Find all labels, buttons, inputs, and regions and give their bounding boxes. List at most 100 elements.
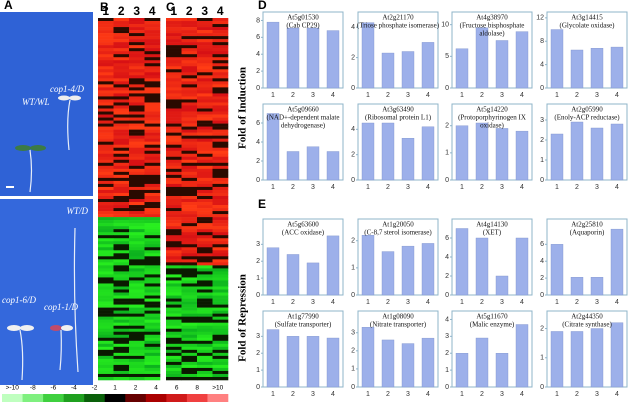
panel-letter: B [100, 0, 109, 14]
heatmap-cell [129, 307, 145, 311]
heatmap-cell [212, 195, 229, 200]
heatmap-cell [166, 376, 182, 381]
heatmap-cell [113, 304, 130, 308]
heatmap-cell [129, 325, 145, 330]
scale-swatch [145, 394, 167, 402]
chart-subtitle: (XET) [483, 229, 502, 237]
heatmap-cell [98, 171, 114, 176]
y-tick-label: 2 [540, 275, 544, 282]
heatmap-cell [166, 102, 182, 106]
scale-swatch [207, 394, 229, 402]
heatmap-cell [144, 325, 161, 330]
heatmap-cell [113, 367, 130, 372]
heatmap-cell [166, 253, 182, 257]
chart-title: At3g63490 [382, 106, 414, 114]
heatmap-cell [113, 247, 130, 251]
heatmap-cell [197, 54, 213, 58]
heatmap-cell [113, 105, 130, 109]
heatmap-cell [181, 229, 198, 233]
scale-label: -8 [30, 385, 36, 392]
heatmap-cell [98, 277, 114, 281]
heatmap-cell [166, 69, 182, 73]
heatmap-cell [144, 18, 161, 22]
heatmap-cell [144, 229, 161, 233]
heatmap-cell [98, 292, 114, 296]
heatmap-cell [98, 195, 114, 200]
bar [495, 353, 509, 388]
heatmap-cell [181, 364, 198, 369]
bar [286, 254, 300, 296]
heatmap-cell [98, 331, 114, 336]
heatmap-cell [181, 214, 198, 218]
y-tick-label: 4 [256, 51, 260, 58]
heatmap-cell [144, 349, 161, 354]
heatmap-cell [212, 186, 229, 191]
heatmap-cell [197, 274, 213, 278]
heatmap-cell [166, 183, 182, 188]
panel-letter: C [166, 0, 175, 14]
heatmap-cell [113, 328, 130, 333]
bar [401, 245, 415, 296]
heatmap-cell [144, 253, 161, 257]
heatmap-cell [212, 268, 229, 272]
heatmap-cell [166, 292, 182, 296]
x-tick-label: 1 [271, 92, 275, 99]
heatmap-cell [113, 27, 130, 31]
heatmap-cell [98, 18, 114, 22]
bar [495, 128, 509, 181]
heatmap-cell [181, 48, 198, 52]
heatmap-cell [113, 156, 130, 161]
heatmap-cell [212, 42, 229, 46]
heatmap-cell [181, 328, 198, 333]
heatmap-cell [166, 349, 182, 354]
heatmap-cell [166, 33, 182, 37]
heatmap-cell [166, 24, 182, 28]
heatmap-cell [212, 36, 229, 40]
heatmap-cell [144, 208, 161, 212]
heatmap-cell [98, 220, 114, 224]
x-tick-label: 2 [575, 299, 579, 306]
x-tick-label: 2 [480, 92, 484, 99]
scale-swatch [63, 394, 85, 402]
heatmap-cell [212, 319, 229, 323]
heatmap-cell [113, 183, 130, 188]
heatmap-cell [181, 325, 198, 330]
heatmap-cell [144, 340, 161, 345]
heatmap-cell [98, 283, 114, 287]
heatmap-cell [129, 220, 145, 224]
heatmap-cell [144, 75, 161, 79]
heatmap-cell [197, 220, 213, 224]
bar [266, 247, 280, 296]
bar [590, 127, 604, 181]
heatmap-cell [197, 192, 213, 197]
x-tick-label: 2 [291, 184, 295, 191]
heatmap-cell [166, 352, 182, 357]
heatmap-cell [129, 120, 145, 124]
heatmap-cell [129, 165, 145, 170]
heatmap-cell [181, 126, 198, 130]
heatmap-cell [197, 156, 213, 161]
heatmap-cell [166, 36, 182, 40]
heatmap-cell [197, 42, 213, 46]
scale-label: 6 [175, 385, 179, 392]
heatmap-cell [144, 174, 161, 179]
heatmap-cell [181, 376, 198, 381]
photo-label: WT/D [66, 206, 88, 216]
heatmap-cell [197, 195, 213, 200]
heatmap-cell [144, 84, 161, 88]
heatmap-cell [212, 123, 229, 127]
heatmap-cell [166, 310, 182, 314]
heatmap-cell [113, 343, 130, 348]
heatmap-cell [98, 262, 114, 266]
bar [455, 228, 469, 296]
photo-bottom [0, 199, 93, 385]
heatmap-cell [181, 277, 198, 281]
heatmap-cell [129, 241, 145, 245]
heatmap-cell [98, 84, 114, 88]
heatmap-cell [129, 60, 145, 64]
heatmap-cell [129, 208, 145, 212]
x-tick-label: 4 [520, 92, 524, 99]
heatmap-cell [166, 165, 182, 170]
heatmap-cell [98, 87, 114, 91]
heatmap-cell [113, 217, 130, 221]
